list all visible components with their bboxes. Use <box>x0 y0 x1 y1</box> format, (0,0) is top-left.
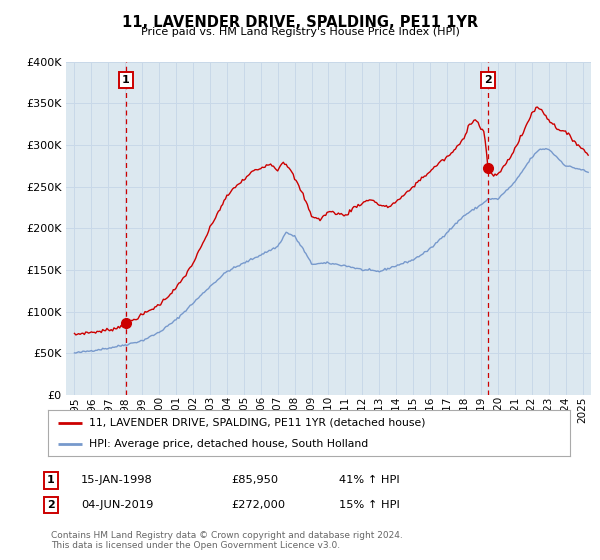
Text: 11, LAVENDER DRIVE, SPALDING, PE11 1YR (detached house): 11, LAVENDER DRIVE, SPALDING, PE11 1YR (… <box>89 418 425 428</box>
Text: 04-JUN-2019: 04-JUN-2019 <box>81 500 154 510</box>
Text: Price paid vs. HM Land Registry's House Price Index (HPI): Price paid vs. HM Land Registry's House … <box>140 27 460 37</box>
Text: 15-JAN-1998: 15-JAN-1998 <box>81 475 153 486</box>
Text: HPI: Average price, detached house, South Holland: HPI: Average price, detached house, Sout… <box>89 439 368 449</box>
Text: 41% ↑ HPI: 41% ↑ HPI <box>339 475 400 486</box>
Text: 2: 2 <box>47 500 55 510</box>
Text: £272,000: £272,000 <box>231 500 285 510</box>
Text: £85,950: £85,950 <box>231 475 278 486</box>
Text: 15% ↑ HPI: 15% ↑ HPI <box>339 500 400 510</box>
Text: 11, LAVENDER DRIVE, SPALDING, PE11 1YR: 11, LAVENDER DRIVE, SPALDING, PE11 1YR <box>122 15 478 30</box>
Text: Contains HM Land Registry data © Crown copyright and database right 2024.
This d: Contains HM Land Registry data © Crown c… <box>51 530 403 550</box>
Text: 1: 1 <box>122 75 130 85</box>
Text: 2: 2 <box>484 75 492 85</box>
Text: 1: 1 <box>47 475 55 486</box>
